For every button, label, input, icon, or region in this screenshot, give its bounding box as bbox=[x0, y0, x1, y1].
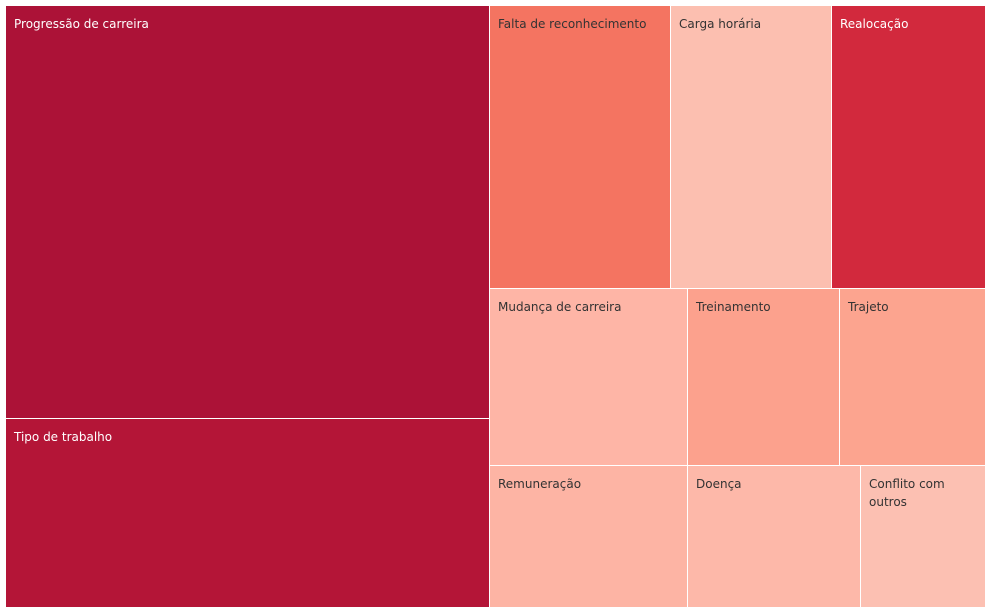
treemap-tile-label: Trajeto bbox=[848, 300, 889, 314]
treemap-tile[interactable]: Mudança de carreira bbox=[490, 289, 688, 466]
treemap-tile-label: Treinamento bbox=[696, 300, 771, 314]
treemap-tile-label: Progressão de carreira bbox=[14, 17, 149, 31]
treemap-tile-label: Carga horária bbox=[679, 17, 762, 31]
treemap-tile[interactable]: Treinamento bbox=[688, 289, 840, 466]
treemap-tile[interactable]: Tipo de trabalho bbox=[6, 419, 490, 608]
treemap-tile[interactable]: Trajeto bbox=[840, 289, 986, 466]
treemap-tile-label: Conflito com outros bbox=[869, 477, 945, 509]
treemap-tile[interactable]: Remuneração bbox=[490, 466, 688, 608]
treemap-tile[interactable]: Falta de reconhecimento bbox=[490, 6, 671, 289]
treemap-tile[interactable]: Progressão de carreira bbox=[6, 6, 490, 419]
treemap-tile-label: Remuneração bbox=[498, 477, 582, 491]
treemap-tile-label: Mudança de carreira bbox=[498, 300, 622, 314]
treemap-tile[interactable]: Doença bbox=[688, 466, 861, 608]
treemap-chart: Progressão de carreira Tipo de trabalho Fa… bbox=[6, 6, 986, 608]
treemap-tile[interactable]: Realocação bbox=[832, 6, 986, 289]
treemap-tile-label: Doença bbox=[696, 477, 742, 491]
treemap-tile-label: Realocação bbox=[840, 17, 909, 31]
treemap-tile-label: Tipo de trabalho bbox=[14, 430, 113, 444]
treemap-tile-label: Falta de reconhecimento bbox=[498, 17, 647, 31]
treemap-tile[interactable]: Conflito com outros bbox=[861, 466, 986, 608]
treemap-tile[interactable]: Carga horária bbox=[671, 6, 832, 289]
